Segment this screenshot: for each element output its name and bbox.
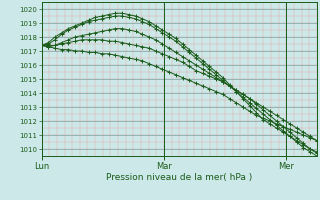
X-axis label: Pression niveau de la mer( hPa ): Pression niveau de la mer( hPa ) [106,173,252,182]
